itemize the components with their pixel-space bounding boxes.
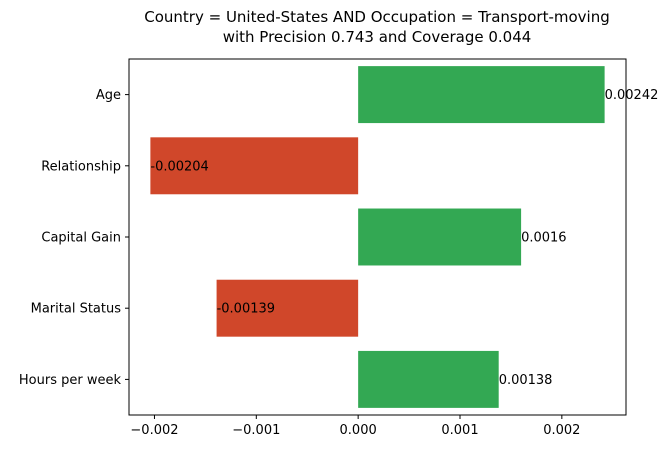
y-tick-label: Age — [96, 88, 121, 103]
bar-value-label: -0.00204 — [150, 159, 208, 174]
y-tick-label: Hours per week — [19, 373, 122, 388]
bar-value-label: 0.00242 — [605, 88, 659, 103]
chart-subtitle: with Precision 0.743 and Coverage 0.044 — [222, 28, 532, 46]
plot-frame — [128, 58, 627, 416]
y-tick-label: Marital Status — [31, 302, 122, 317]
bar-value-label: -0.00139 — [217, 302, 275, 317]
bar-value-label: 0.0016 — [521, 231, 567, 246]
bar — [150, 137, 359, 195]
x-tick-label: 0.000 — [340, 423, 377, 438]
bar-value-label: 0.00138 — [499, 373, 553, 388]
chart-title: Country = United-States AND Occupation =… — [144, 8, 610, 26]
bar — [358, 208, 522, 266]
bar — [216, 279, 359, 337]
bar — [358, 350, 499, 408]
bar — [358, 66, 605, 124]
x-tick-label: −0.002 — [130, 423, 178, 438]
y-tick-label: Relationship — [41, 159, 121, 174]
x-tick-label: 0.001 — [441, 423, 478, 438]
y-tick-label: Capital Gain — [41, 231, 121, 246]
x-tick-label: −0.001 — [232, 423, 280, 438]
x-tick-label: 0.002 — [543, 423, 580, 438]
